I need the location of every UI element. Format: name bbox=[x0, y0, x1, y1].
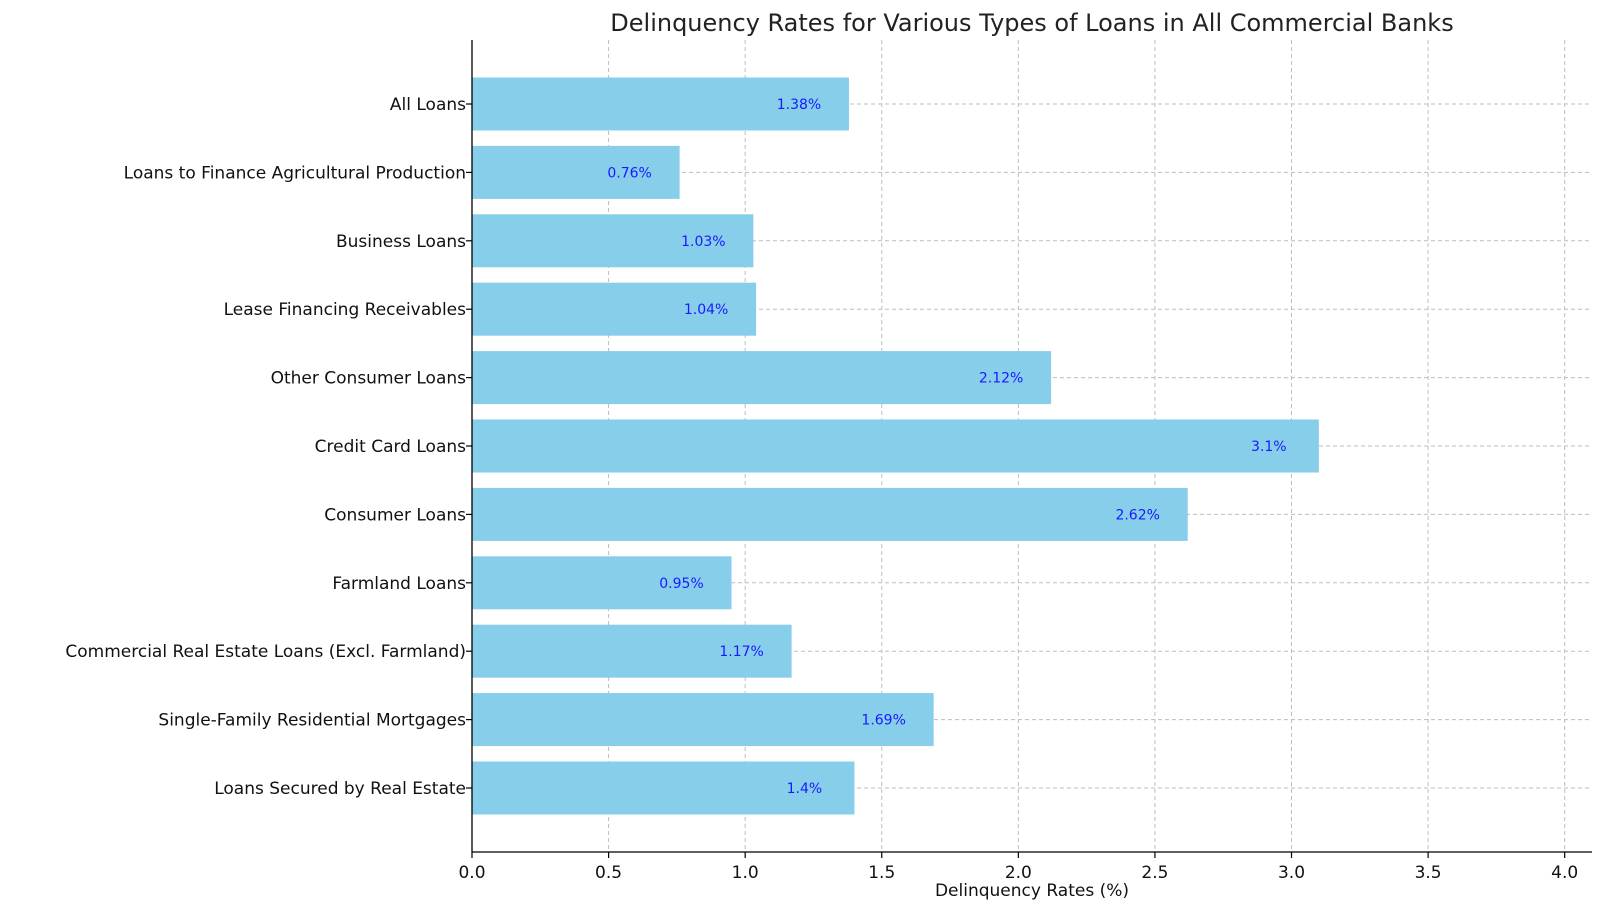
bar-value-label: 1.17% bbox=[719, 644, 763, 660]
category-label: Commercial Real Estate Loans (Excl. Farm… bbox=[65, 642, 466, 662]
category-label: Consumer Loans bbox=[324, 505, 466, 525]
bar bbox=[472, 77, 849, 131]
bar-value-label: 1.04% bbox=[684, 302, 728, 318]
x-tick-label: 3.0 bbox=[1278, 863, 1305, 883]
x-tick-label: 1.0 bbox=[732, 863, 759, 883]
category-label: Business Loans bbox=[336, 232, 466, 252]
bar-value-label: 2.12% bbox=[979, 371, 1023, 387]
bar-value-label: 1.03% bbox=[681, 234, 725, 250]
bar bbox=[472, 624, 792, 678]
x-tick-label: 0.0 bbox=[458, 863, 485, 883]
category-label: Farmland Loans bbox=[332, 574, 466, 594]
bar-value-label: 0.76% bbox=[607, 165, 651, 181]
bar bbox=[472, 419, 1319, 473]
x-tick-label: 1.5 bbox=[868, 863, 895, 883]
category-label: All Loans bbox=[390, 95, 466, 115]
x-tick-label: 2.5 bbox=[1141, 863, 1168, 883]
category-label: Loans to Finance Agricultural Production bbox=[124, 163, 466, 183]
x-tick-label: 3.5 bbox=[1415, 863, 1442, 883]
x-tick-label: 4.0 bbox=[1551, 863, 1578, 883]
bar bbox=[472, 761, 855, 815]
category-label: Single-Family Residential Mortgages bbox=[158, 711, 466, 731]
bar bbox=[472, 145, 680, 199]
bar bbox=[472, 282, 757, 336]
bar-value-label: 0.95% bbox=[659, 576, 703, 592]
bar-value-label: 1.4% bbox=[787, 781, 823, 797]
bar bbox=[472, 487, 1188, 541]
bar bbox=[472, 351, 1052, 405]
bar-value-label: 1.69% bbox=[861, 713, 905, 729]
bar bbox=[472, 693, 934, 747]
category-label: Other Consumer Loans bbox=[271, 369, 467, 389]
x-tick-label: 0.5 bbox=[595, 863, 622, 883]
x-tick-label: 2.0 bbox=[1005, 863, 1032, 883]
bar bbox=[472, 214, 754, 268]
category-label: Lease Financing Receivables bbox=[224, 300, 467, 320]
bar-value-label: 2.62% bbox=[1115, 507, 1159, 523]
bar-value-label: 1.38% bbox=[777, 97, 821, 113]
x-axis-title: Delinquency Rates (%) bbox=[935, 881, 1129, 901]
bar bbox=[472, 556, 732, 610]
chart-title: Delinquency Rates for Various Types of L… bbox=[610, 9, 1453, 37]
bar-value-label: 3.1% bbox=[1251, 439, 1287, 455]
category-label: Loans Secured by Real Estate bbox=[214, 779, 466, 799]
category-label: Credit Card Loans bbox=[315, 437, 466, 457]
